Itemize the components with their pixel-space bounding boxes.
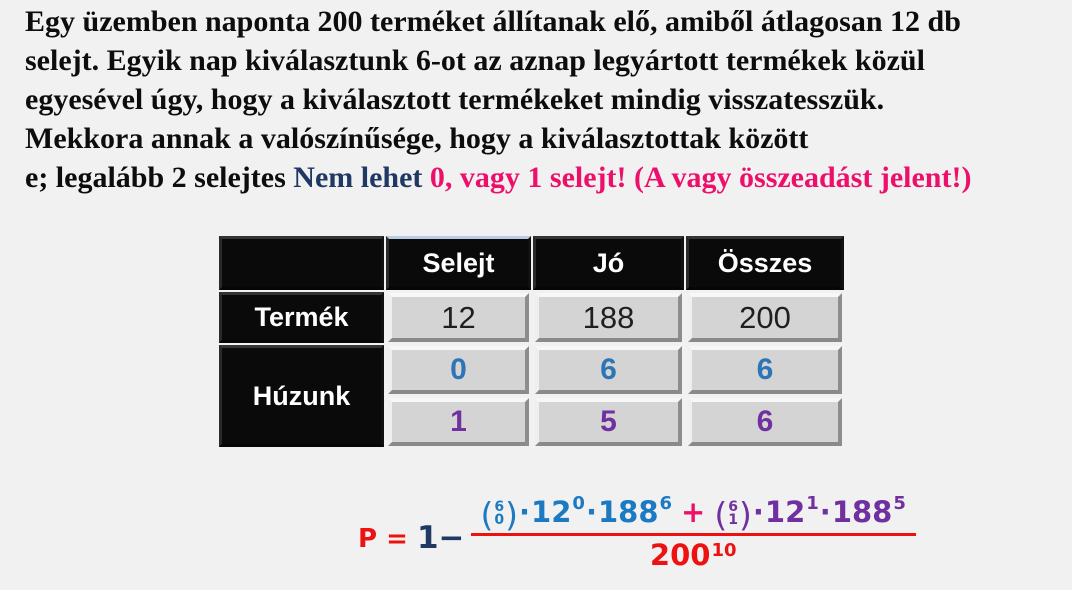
formula-minus-sign: −	[438, 520, 465, 556]
problem-statement: Egy üzemben naponta 200 terméket állítan…	[25, 2, 1065, 197]
numerator-term-one-defect: (6 1) · 12 1 · 188 5	[714, 492, 906, 531]
table-cell-termek-osszes: 200	[688, 293, 842, 342]
table-row-label-termek: Termék	[219, 292, 384, 343]
frequency-table: Selejt Jó Összes Termék 12 188 200 Húzun…	[218, 235, 845, 448]
close-paren: )	[505, 494, 519, 534]
binom1-bottom: 0	[494, 512, 505, 528]
table-cell-huzunk2-selejt: 1	[388, 398, 529, 446]
problem-line-1: Egy üzemben naponta 200 terméket állítan…	[25, 5, 961, 38]
open-paren: (	[480, 494, 494, 534]
binom1-top: 6	[494, 499, 505, 515]
open-paren: (	[714, 494, 728, 534]
multiply-dot: ·	[519, 495, 531, 529]
factor2-base: 188	[597, 495, 659, 529]
numerator-term-zero-defect: (6 0) · 12 0 · 188 6	[481, 492, 673, 531]
plus-sign: +	[681, 495, 706, 529]
problem-line-3: egyesével úgy, hogy a kiválasztott termé…	[25, 83, 885, 116]
formula-lhs: P =	[358, 524, 417, 554]
problem-line-4: Mekkora annak a valószínűsége, hogy a ki…	[25, 122, 809, 155]
table-cell-huzunk2-osszes: 6	[688, 398, 842, 446]
fraction-denominator: 20010	[471, 538, 916, 574]
multiply-dot: ·	[752, 495, 764, 529]
close-paren: )	[738, 494, 752, 534]
factor1-base: 12	[531, 495, 572, 529]
factor4-exponent: 5	[893, 492, 906, 514]
fraction-bar	[470, 533, 916, 536]
binomial-6-choose-0: (6 0)	[481, 498, 519, 531]
problem-line-5: e; legalább 2 selejtes Nem lehet 0, vagy…	[25, 158, 1065, 197]
factor3-base: 12	[764, 495, 806, 529]
table-cell-termek-jo: 188	[535, 293, 682, 342]
table-cell-huzunk1-selejt: 0	[388, 346, 529, 394]
table-cell-huzunk1-jo: 6	[535, 346, 682, 394]
binom2-bottom: 1	[728, 512, 738, 528]
multiply-dot: ·	[819, 495, 831, 529]
factor3-exponent: 1	[806, 492, 819, 514]
table-header-selejt: Selejt	[386, 236, 531, 290]
fraction-numerator: (6 0) · 12 0 · 188 6 + (6 1) · 12 1 · 188 5	[471, 492, 916, 532]
formula-fraction: (6 0) · 12 0 · 188 6 + (6 1) · 12 1 · 188 5 20010	[470, 492, 916, 574]
line5-black-segment: e; legalább 2 selejtes	[25, 161, 294, 194]
line5-pink-segment: 0, vagy 1 selejt! (A vagy összeadást jel…	[429, 161, 972, 194]
table-cell-termek-selejt: 12	[388, 293, 529, 342]
denominator-exponent: 10	[711, 540, 737, 561]
factor4-base: 188	[831, 495, 893, 529]
binom2-top: 6	[728, 499, 738, 515]
line5-navy-segment: Nem lehet	[293, 161, 430, 194]
formula-one: 1	[416, 520, 439, 556]
table-header-osszes: Összes	[686, 236, 844, 290]
denominator-base: 200	[649, 538, 711, 572]
factor1-exponent: 0	[572, 492, 585, 514]
table-cell-huzunk2-jo: 5	[535, 398, 682, 446]
table-header-jo: Jó	[533, 236, 684, 290]
problem-line-2: selejt. Egyik nap kiválasztunk 6-ot az a…	[25, 44, 925, 77]
table-cell-huzunk1-osszes: 6	[688, 346, 842, 394]
factor2-exponent: 6	[659, 492, 673, 514]
table-corner-cell	[219, 236, 384, 290]
table-row-label-huzunk: Húzunk	[219, 345, 384, 447]
binomial-6-choose-1: (6 1)	[714, 498, 752, 531]
probability-formula: P = 1 − (6 0) · 12 0 · 188 6 + (6 1) · 12 1 · 188 5 20…	[358, 492, 916, 574]
multiply-dot: ·	[585, 495, 597, 529]
